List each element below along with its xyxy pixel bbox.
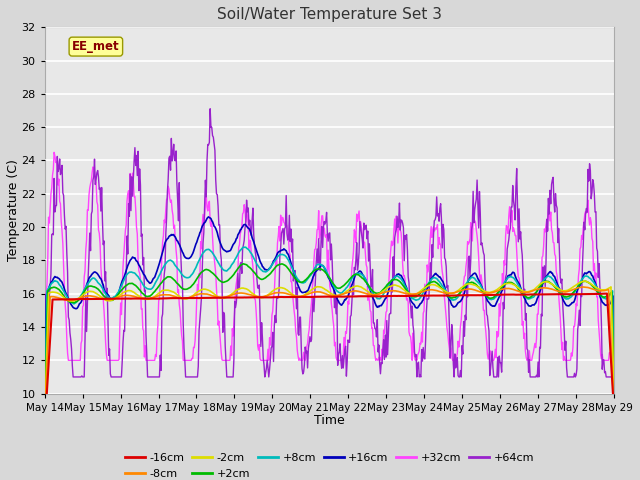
Legend: -16cm, -8cm, -2cm, +2cm, +8cm, +16cm, +32cm, +64cm: -16cm, -8cm, -2cm, +2cm, +8cm, +16cm, +3… <box>120 449 538 480</box>
Y-axis label: Temperature (C): Temperature (C) <box>7 159 20 262</box>
Text: EE_met: EE_met <box>72 40 120 53</box>
X-axis label: Time: Time <box>314 414 345 427</box>
Title: Soil/Water Temperature Set 3: Soil/Water Temperature Set 3 <box>217 7 442 22</box>
